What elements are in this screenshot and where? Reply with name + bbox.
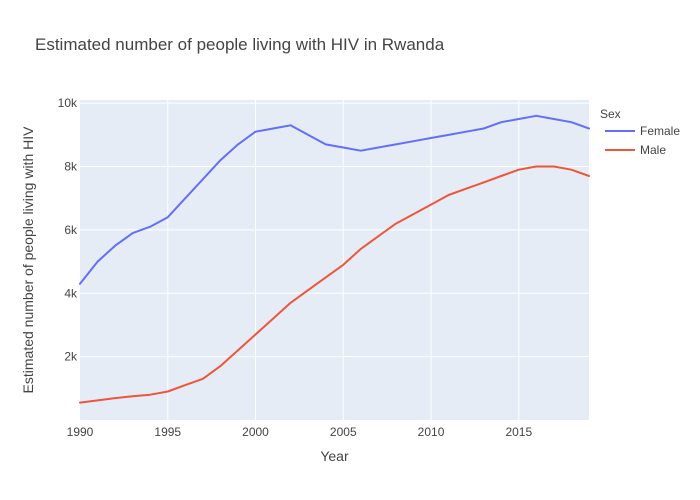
gridlines: [80, 100, 589, 420]
x-axis-title: Year: [320, 448, 349, 464]
legend-label-female: Female: [640, 124, 680, 138]
x-axis-ticks: 1990 1995 2000 2005 2010 2015: [67, 425, 533, 439]
legend-label-male: Male: [640, 143, 666, 157]
x-tick-label: 2000: [242, 425, 269, 439]
series-layer: [79, 114, 590, 404]
x-tick-label: 2015: [505, 425, 532, 439]
y-tick-label: 8k: [64, 160, 78, 174]
x-tick-label: 2005: [330, 425, 357, 439]
y-tick-label: 10k: [58, 96, 78, 110]
y-axis-title: Estimated number of people living with H…: [20, 126, 36, 394]
plot-area: [80, 100, 589, 420]
y-tick-label: 4k: [64, 286, 78, 300]
legend: Sex Female Male: [600, 107, 680, 157]
y-tick-label: 2k: [64, 350, 78, 364]
x-tick-label: 1995: [154, 425, 181, 439]
series-line-male: [79, 165, 590, 404]
series-line-female: [79, 114, 590, 285]
legend-title: Sex: [600, 107, 621, 121]
chart-title: Estimated number of people living with H…: [35, 35, 445, 54]
x-tick-label: 1990: [67, 425, 94, 439]
y-tick-label: 6k: [64, 223, 78, 237]
y-axis-ticks: 2k 4k 6k 8k 10k: [58, 96, 78, 363]
x-tick-label: 2010: [418, 425, 445, 439]
